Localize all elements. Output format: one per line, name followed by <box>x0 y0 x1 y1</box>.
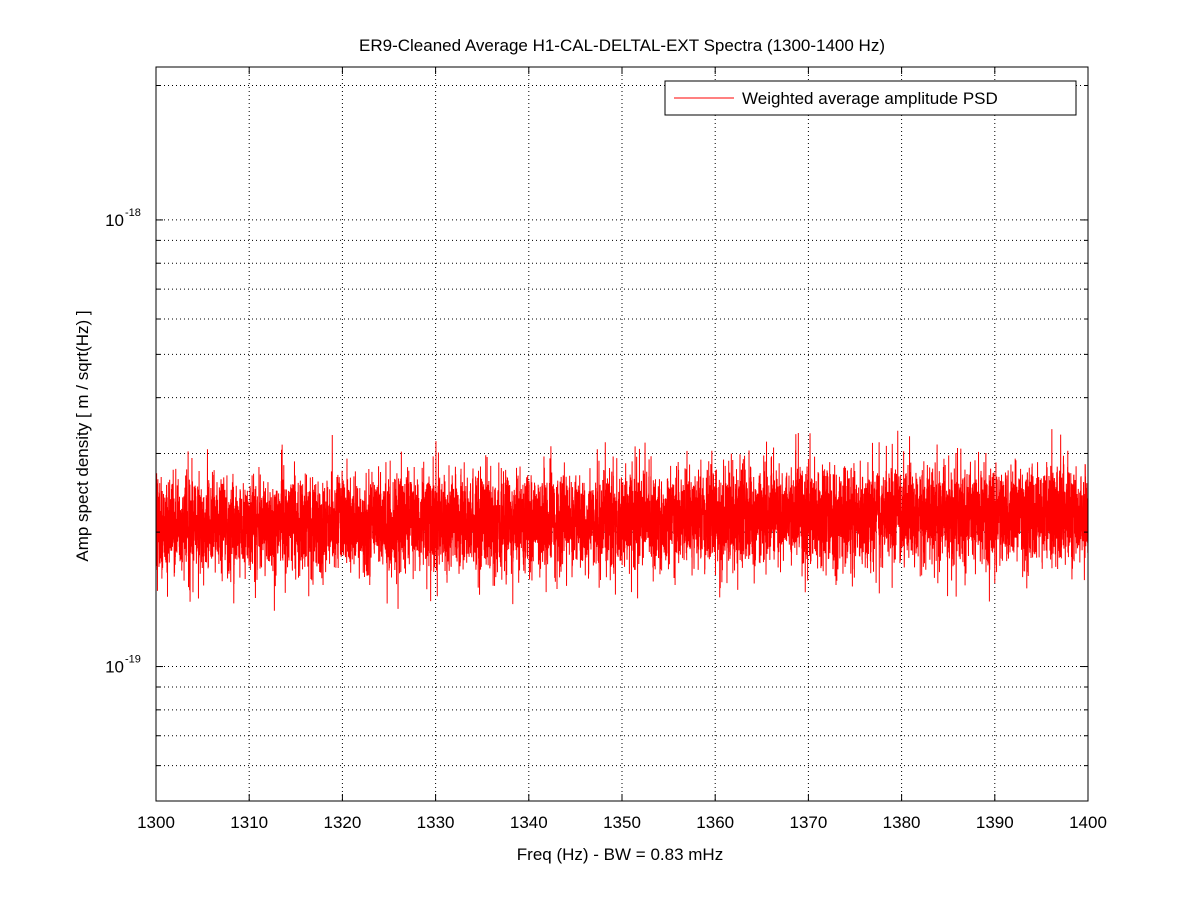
legend-label: Weighted average amplitude PSD <box>742 89 998 108</box>
x-tick-label: 1300 <box>137 813 175 832</box>
x-tick-label: 1360 <box>696 813 734 832</box>
y-tick-label-exponent: -19 <box>125 654 141 666</box>
y-tick-label-base: 10 <box>105 658 124 677</box>
x-tick-label: 1370 <box>789 813 827 832</box>
y-axis-label: Amp spect density [ m / sqrt(Hz) ] <box>73 310 92 561</box>
y-tick-label: 10 -19 <box>105 654 141 677</box>
chart-title: ER9-Cleaned Average H1-CAL-DELTAL-EXT Sp… <box>359 36 885 55</box>
legend: Weighted average amplitude PSD <box>664 80 1077 116</box>
psd-series-line <box>155 429 1089 611</box>
plot-area <box>156 67 1088 801</box>
grid-layer <box>156 67 1088 801</box>
y-tick-label-exponent: -18 <box>125 207 141 219</box>
x-tick-label: 1340 <box>510 813 548 832</box>
tick-layer <box>155 67 1089 801</box>
data-layer <box>155 429 1089 611</box>
y-tick-label-base: 10 <box>105 211 124 230</box>
x-tick-labels: 1300 1310 1320 1330 1340 1350 1360 1370 1380 1390… <box>137 813 1107 832</box>
y-tick-label: 10 -18 <box>105 207 141 230</box>
x-tick-label: 1390 <box>976 813 1014 832</box>
x-tick-label: 1350 <box>603 813 641 832</box>
x-tick-label: 1330 <box>417 813 455 832</box>
x-tick-label: 1400 <box>1069 813 1107 832</box>
x-tick-label: 1320 <box>323 813 361 832</box>
x-tick-label: 1380 <box>883 813 921 832</box>
x-axis-label: Freq (Hz) - BW = 0.83 mHz <box>517 845 723 864</box>
x-tick-label: 1310 <box>230 813 268 832</box>
